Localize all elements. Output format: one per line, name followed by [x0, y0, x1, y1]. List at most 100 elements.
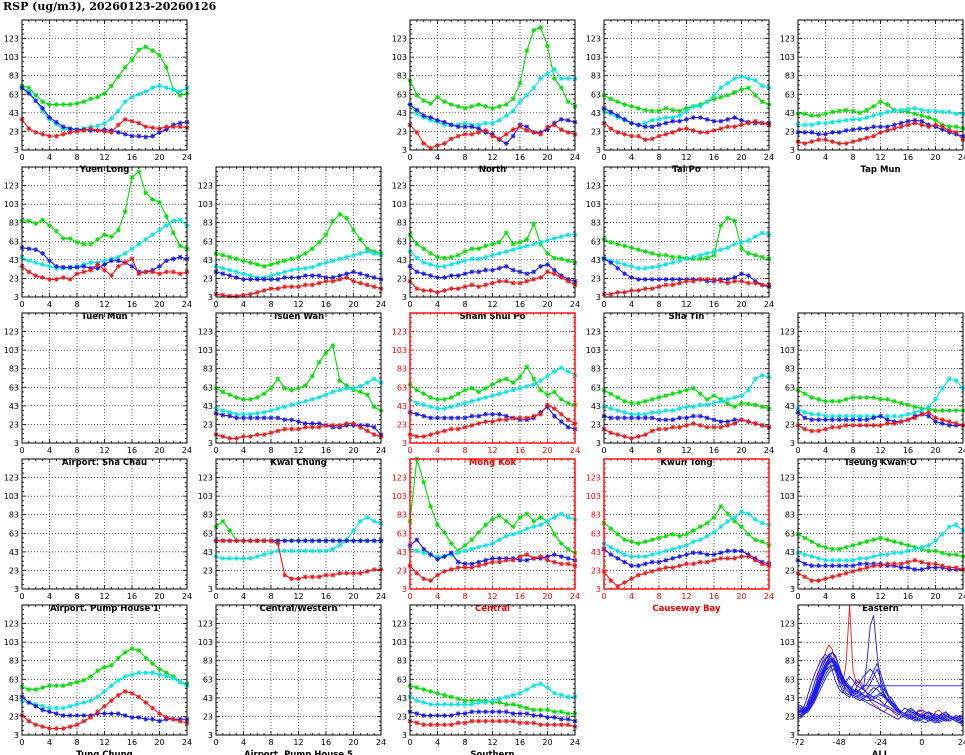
data-point	[33, 221, 39, 227]
data-point	[503, 102, 509, 107]
data-point	[663, 262, 669, 267]
data-point	[677, 113, 683, 119]
data-point	[857, 422, 863, 428]
data-point	[809, 129, 815, 135]
data-point	[864, 115, 870, 120]
data-point	[608, 291, 614, 297]
data-point	[884, 109, 890, 115]
data-point	[622, 580, 628, 585]
data-point	[282, 284, 288, 290]
data-point	[435, 722, 440, 728]
data-point	[635, 411, 641, 417]
y-tick-label: 3	[14, 146, 19, 155]
data-point	[483, 522, 489, 528]
x-tick-label: 8	[74, 738, 79, 747]
data-point	[739, 87, 744, 93]
y-tick-label: 23	[785, 712, 795, 721]
data-point	[414, 720, 420, 726]
data-point	[759, 282, 765, 288]
data-point	[67, 681, 73, 687]
series-d-line	[213, 421, 384, 441]
x-tick-label: 12	[681, 592, 691, 601]
series-a-line	[407, 221, 578, 266]
data-point	[371, 432, 377, 438]
data-point	[850, 417, 856, 423]
data-point	[704, 559, 710, 565]
data-point	[503, 557, 509, 563]
data-point	[143, 655, 149, 661]
x-tick-label: 4	[629, 446, 634, 455]
data-point	[802, 129, 808, 135]
data-point	[289, 284, 295, 290]
data-point	[558, 722, 564, 728]
data-point	[254, 432, 260, 438]
y-tick-label: 103	[198, 346, 213, 355]
data-point	[241, 258, 246, 264]
data-point	[732, 115, 738, 120]
data-point	[739, 74, 744, 80]
data-point	[642, 249, 648, 254]
data-point	[946, 376, 952, 382]
data-point	[316, 239, 322, 245]
y-tick-label: 3	[596, 146, 601, 155]
data-point	[26, 246, 32, 252]
y-tick-label: 43	[203, 402, 213, 411]
data-point	[47, 683, 52, 689]
data-point	[704, 552, 710, 558]
data-point	[102, 262, 107, 267]
data-point	[622, 537, 628, 543]
data-point	[428, 415, 434, 421]
x-tick-label: 20	[736, 592, 746, 601]
y-tick-label: 43	[397, 256, 407, 265]
data-point	[302, 273, 308, 279]
panel-title: Southern	[470, 750, 514, 755]
data-point	[115, 258, 121, 264]
data-point	[490, 559, 495, 565]
data-point	[241, 292, 246, 298]
data-point	[234, 538, 240, 544]
data-point	[864, 107, 870, 113]
data-point	[752, 557, 758, 563]
x-tick-label: 24	[764, 446, 774, 455]
data-point	[565, 424, 571, 430]
series-path	[21, 696, 187, 722]
data-point	[919, 113, 925, 119]
data-point	[939, 417, 945, 423]
data-point	[503, 230, 509, 236]
x-tick-label: 16	[321, 592, 331, 601]
data-point	[476, 389, 482, 395]
data-point	[759, 561, 765, 567]
y-tick-label: 23	[203, 566, 213, 575]
data-point	[421, 288, 427, 293]
data-point	[441, 554, 447, 559]
x-tick-label: 20	[930, 592, 940, 601]
data-point	[745, 250, 751, 256]
data-point	[732, 417, 738, 423]
series-path	[797, 664, 964, 724]
x-tick-label: -48	[833, 738, 846, 747]
data-point	[565, 546, 571, 552]
data-point	[53, 711, 59, 717]
data-point	[759, 539, 765, 545]
series-d-line	[213, 275, 384, 299]
data-point	[150, 85, 156, 91]
data-point	[545, 373, 550, 379]
data-point	[95, 237, 101, 242]
plot-frame	[215, 604, 382, 736]
data-point	[816, 417, 822, 423]
data-point	[469, 561, 475, 567]
data-point	[531, 241, 537, 247]
data-point	[33, 273, 39, 279]
data-point	[26, 126, 32, 132]
series-a-line	[601, 503, 772, 548]
y-tick-label: 63	[397, 237, 407, 246]
data-point	[517, 720, 523, 726]
data-point	[428, 503, 434, 509]
data-point	[302, 548, 308, 554]
data-point	[690, 561, 696, 567]
x-tick-label: 8	[74, 300, 79, 309]
data-point	[129, 174, 135, 180]
data-point	[531, 27, 537, 33]
data-point	[939, 127, 945, 132]
x-tick-label: 20	[348, 738, 358, 747]
